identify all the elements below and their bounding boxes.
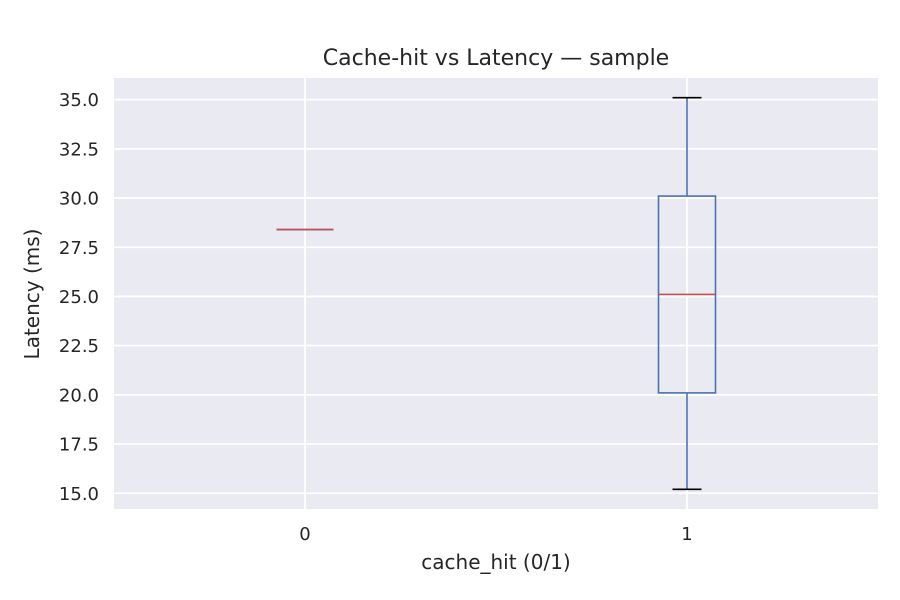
- y-tick-label: 17.5: [59, 435, 99, 456]
- plot-area-background: [114, 78, 878, 509]
- y-tick-label: 35.0: [59, 90, 99, 111]
- x-tick-label: 1: [681, 524, 692, 545]
- y-tick-label: 32.5: [59, 139, 99, 160]
- y-axis-label: Latency (ms): [20, 229, 44, 360]
- y-tick-label: 15.0: [59, 484, 99, 505]
- x-tick-label: 0: [299, 524, 310, 545]
- y-tick-labels: 15.0 17.5 20.0 22.5 25.0 27.5 30.0 32.5 35.0: [59, 90, 99, 505]
- y-tick-label: 20.0: [59, 385, 99, 406]
- y-tick-label: 25.0: [59, 287, 99, 308]
- y-tick-label: 30.0: [59, 189, 99, 210]
- y-tick-label: 22.5: [59, 336, 99, 357]
- y-tick-label: 27.5: [59, 238, 99, 259]
- x-axis-label: cache_hit (0/1): [421, 550, 570, 574]
- box-elements: [276, 96, 717, 491]
- chart-title: Cache-hit vs Latency — sample: [323, 46, 669, 71]
